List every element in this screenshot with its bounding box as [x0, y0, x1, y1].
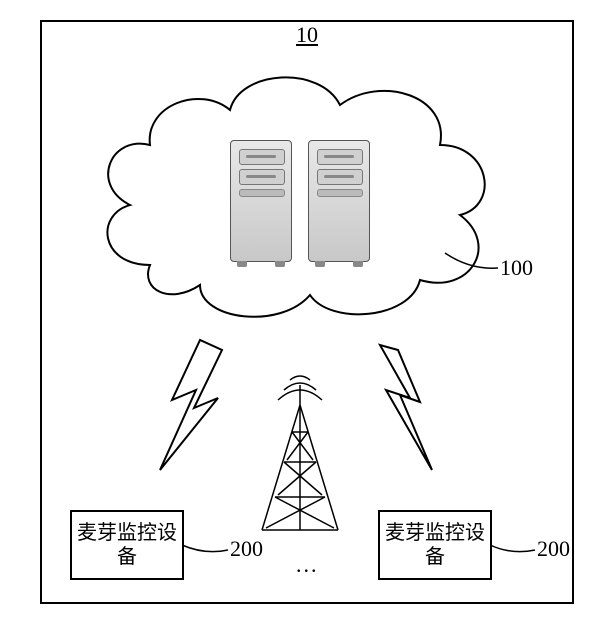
cloud-server-1: [230, 140, 292, 262]
device-box-left: 麦芽监控设备: [70, 510, 184, 580]
device-right-ref-label: 200: [537, 536, 570, 562]
device-left-ref-label: 200: [230, 536, 263, 562]
cloud-server-2: [308, 140, 370, 262]
figure-title: 10: [296, 22, 318, 48]
device-right-label: 麦芽监控设备: [380, 521, 490, 569]
device-box-right: 麦芽监控设备: [378, 510, 492, 580]
cloud-shape: [90, 55, 500, 335]
diagram-canvas: 10: [0, 0, 608, 637]
device-ellipsis: ...: [296, 552, 319, 578]
cloud-ref-label: 100: [500, 255, 533, 281]
device-left-label: 麦芽监控设备: [72, 521, 182, 569]
